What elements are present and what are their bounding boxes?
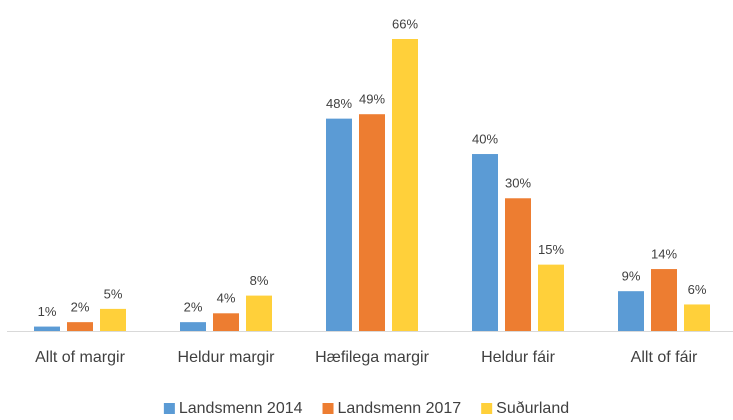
bar: [505, 198, 531, 331]
bar: [34, 326, 60, 331]
data-label: 4%: [217, 291, 236, 306]
legend-swatch: [163, 403, 175, 414]
data-label: 66%: [392, 16, 418, 31]
bar: [213, 313, 239, 331]
x-tick-label: Allt of margir: [35, 349, 125, 366]
bar: [618, 291, 644, 331]
data-label: 2%: [184, 300, 203, 315]
legend-swatch: [322, 403, 334, 414]
data-label: 30%: [505, 176, 531, 191]
data-label: 49%: [359, 92, 385, 107]
x-tick-label: Hæfilega margir: [315, 349, 429, 366]
data-label: 2%: [71, 300, 90, 315]
data-label: 1%: [38, 304, 57, 319]
data-label: 15%: [538, 242, 564, 257]
legend-label: Suðurland: [496, 400, 569, 417]
bar: [100, 308, 126, 331]
data-label: 5%: [104, 286, 123, 301]
data-label: 48%: [326, 96, 352, 111]
legend-swatch: [481, 403, 493, 414]
bar: [651, 269, 677, 331]
legend-label: Landsmenn 2014: [179, 400, 303, 417]
bar: [684, 304, 710, 331]
bar: [538, 264, 564, 331]
x-tick-label: Allt of fáir: [631, 349, 698, 366]
data-label: 14%: [651, 246, 677, 261]
x-tick-label: Heldur margir: [178, 349, 276, 366]
bar: [472, 154, 498, 331]
bar: [326, 118, 352, 332]
bar: [359, 114, 385, 331]
bar: [246, 295, 272, 331]
data-label: 6%: [688, 282, 707, 297]
bar: [180, 322, 206, 331]
x-tick-label: Heldur fáir: [481, 349, 555, 366]
bar: [67, 322, 93, 331]
legend-label: Landsmenn 2017: [338, 400, 462, 417]
data-label: 8%: [250, 273, 269, 288]
bar: [392, 39, 418, 331]
data-label: 9%: [622, 269, 641, 284]
data-label: 40%: [472, 131, 498, 146]
